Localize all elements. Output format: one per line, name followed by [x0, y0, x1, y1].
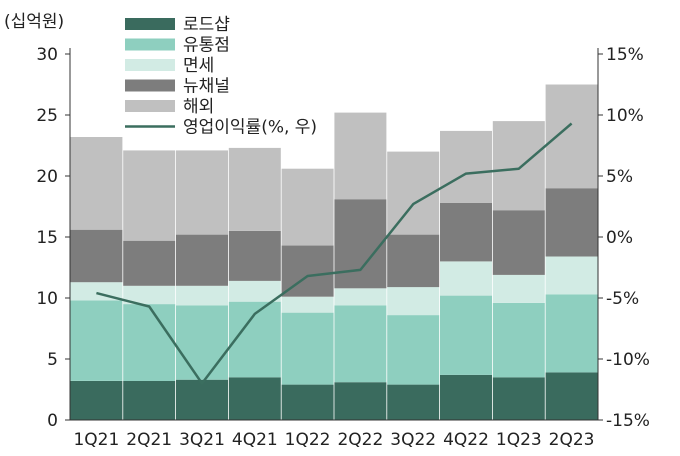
bar-4-7	[440, 130, 492, 203]
y-left-tick-label: 0	[47, 411, 58, 431]
bar-1-8	[492, 302, 545, 378]
legend-label: 로드샵	[183, 15, 230, 35]
bar-3-7	[440, 202, 492, 262]
bar-0-7	[440, 374, 492, 420]
x-tick-label: 2Q21	[126, 430, 172, 450]
bar-2-7	[440, 261, 492, 296]
x-tick-label: 1Q23	[496, 430, 542, 450]
x-tick-label: 2Q23	[549, 430, 595, 450]
bar-1-9	[545, 294, 598, 373]
y-left-tick-label: 30	[36, 45, 58, 65]
legend-label: 해외	[183, 97, 214, 117]
bar-0-5	[334, 382, 387, 420]
x-tick-label: 3Q22	[390, 430, 436, 450]
y-right-tick-label: 0%	[606, 228, 633, 248]
bar-1-0	[70, 300, 123, 381]
y-right-tick-label: -15%	[606, 411, 650, 431]
y-left-tick-label: 15	[36, 228, 58, 248]
bar-1-4	[281, 312, 334, 385]
bar-3-3	[228, 230, 281, 281]
y-right-tick-label: 15%	[606, 45, 644, 65]
bar-0-8	[492, 377, 545, 420]
y-right-tick-label: 5%	[606, 167, 633, 187]
bar-3-8	[492, 210, 545, 275]
line-layer	[96, 122, 573, 385]
y-left-tick-label: 25	[36, 106, 58, 126]
legend-swatch	[125, 59, 175, 71]
y-left-tick-label: 5	[47, 350, 58, 370]
legend-label: 유통점	[183, 36, 230, 56]
bar-3-5	[334, 199, 387, 289]
bar-4-0	[70, 137, 123, 230]
bar-0-0	[70, 381, 123, 420]
bar-1-5	[334, 305, 387, 383]
bar-1-7	[440, 295, 492, 375]
bar-4-4	[281, 168, 334, 246]
bar-1-6	[387, 315, 440, 385]
x-tick-label: 2Q22	[337, 430, 383, 450]
bar-2-8	[492, 274, 545, 303]
y-axis-unit-label: (십억원)	[4, 12, 64, 32]
bar-3-2	[176, 234, 228, 286]
bar-0-4	[281, 384, 334, 420]
bar-4-5	[334, 112, 387, 200]
bar-3-1	[123, 240, 176, 286]
bar-1-1	[123, 304, 176, 381]
bar-2-6	[387, 287, 440, 316]
bar-2-3	[228, 280, 281, 302]
bar-2-4	[281, 296, 334, 313]
y-right-tick-label: -10%	[606, 350, 650, 370]
bar-4-9	[545, 84, 598, 189]
bar-3-0	[70, 229, 123, 283]
bar-2-9	[545, 256, 598, 295]
bar-4-3	[228, 147, 281, 231]
bar-3-9	[545, 188, 598, 257]
bar-0-3	[228, 377, 281, 420]
bar-0-6	[387, 384, 440, 420]
y-left-tick-label: 20	[36, 167, 58, 187]
legend-swatch	[125, 79, 175, 92]
bar-2-1	[123, 285, 176, 305]
legend-swatch	[125, 18, 175, 30]
bar-4-2	[176, 150, 228, 235]
bar-4-8	[492, 121, 545, 211]
bars-layer	[70, 84, 598, 420]
legend-label: 뉴채널	[183, 77, 230, 97]
bar-0-1	[123, 381, 176, 420]
x-tick-label: 3Q21	[179, 430, 225, 450]
bar-3-6	[387, 234, 440, 288]
legend-swatch	[125, 38, 175, 51]
x-tick-label: 4Q22	[443, 430, 489, 450]
operating-margin-line	[96, 122, 573, 385]
x-tick-label: 1Q22	[285, 430, 331, 450]
bar-2-5	[334, 288, 387, 306]
legend-swatch	[125, 100, 175, 112]
y-right-tick-label: 10%	[606, 106, 644, 126]
bar-1-2	[176, 305, 228, 380]
legend-label: 영업이익률(%, 우)	[183, 118, 317, 138]
axes-layer: 0 5 10 15 20 25 30 -15% -10% -5% 0% 5% 10% 15% 1Q21 2Q2…	[36, 45, 650, 450]
legend-label: 면세	[183, 56, 214, 76]
bar-0-2	[176, 379, 228, 420]
x-tick-label: 4Q21	[232, 430, 278, 450]
x-tick-label: 1Q21	[73, 430, 119, 450]
bar-2-2	[176, 285, 228, 306]
y-left-tick-label: 10	[36, 289, 58, 309]
bar-0-9	[545, 372, 598, 420]
bar-4-1	[123, 150, 176, 241]
y-right-tick-label: -5%	[606, 289, 639, 309]
